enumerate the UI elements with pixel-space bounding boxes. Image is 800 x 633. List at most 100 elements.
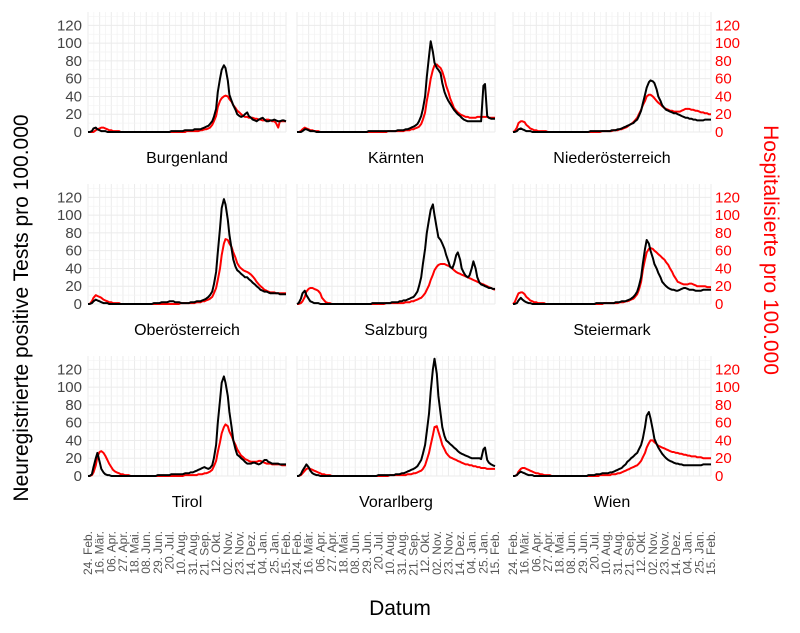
panel-title: Salzburg [364, 322, 427, 339]
y-tick-label-right: 120 [715, 361, 740, 378]
x-tick-label: 25. Jan. [692, 531, 706, 574]
y-tick-label-left: 80 [65, 53, 82, 70]
x-tick-label: 12. Okt. [209, 531, 223, 573]
y-tick-label-left: 40 [65, 432, 82, 449]
y-tick-label-left: 120 [57, 17, 82, 34]
x-tick-label: 23. Nov. [657, 531, 671, 575]
panel-title: Burgenland [146, 150, 228, 167]
x-tick-label: 29. Jun. [576, 531, 590, 574]
x-tick-label: 29. Jun. [360, 531, 374, 574]
series-line-positive-tests [513, 411, 711, 477]
panel-title: Vorarlberg [359, 494, 433, 511]
x-tick-label: 18. Mai. [128, 531, 142, 574]
x-tick-label: 06. Apr. [529, 531, 543, 572]
x-tick-label: 23. Nov. [232, 531, 246, 575]
y-tick-label-right: 0 [715, 296, 723, 313]
y-tick-label-left: 120 [57, 361, 82, 378]
y-axis-title-right: Hospitalisierte pro 100.000 [759, 125, 782, 375]
x-tick-label: 14. Dez. [244, 531, 258, 576]
x-tick-label: 21. Sep. [198, 531, 212, 576]
x-tick-label: 27. Apr. [325, 531, 339, 572]
x-tick-label: 12. Okt. [634, 531, 648, 573]
x-tick-label: 04. Jan. [465, 531, 479, 574]
y-tick-label-left: 120 [57, 189, 82, 206]
x-tick-label: 14. Dez. [669, 531, 683, 576]
y-tick-label-right: 120 [715, 17, 740, 34]
y-tick-label-right: 0 [715, 468, 723, 485]
x-tick-labels: 24. Feb.16. Mär.06. Apr.27. Apr.18. Mai.… [81, 531, 718, 576]
x-tick-label: 16. Mär. [302, 531, 316, 574]
x-tick-label: 18. Mai. [337, 531, 351, 574]
x-tick-label: 27. Apr. [116, 531, 130, 572]
x-tick-label: 06. Apr. [104, 531, 118, 572]
x-tick-label: 29. Jun. [151, 531, 165, 574]
x-tick-label: 20. Jul. [163, 531, 177, 570]
y-tick-label-left: 80 [65, 397, 82, 414]
x-tick-label: 24. Feb. [290, 531, 304, 575]
series-line-positive-tests [297, 357, 496, 477]
y-tick-label-left: 60 [65, 243, 82, 260]
x-tick-label: 15. Feb. [279, 531, 293, 575]
x-tick-label: 06. Apr. [313, 531, 327, 572]
panel-1: Kärnten [296, 12, 496, 167]
x-tick-label: 14. Dez. [453, 531, 467, 576]
panel-7: Vorarlberg [296, 356, 496, 511]
x-tick-label: 02. Nov. [646, 531, 660, 575]
y-tick-label-left: 20 [65, 106, 82, 123]
panel-4: Salzburg [296, 184, 496, 339]
panel-title: Oberösterreich [134, 322, 240, 339]
y-tick-label-left: 40 [65, 260, 82, 277]
series-line-positive-tests [296, 203, 495, 305]
panel-title: Steiermark [573, 322, 651, 339]
x-tick-label: 24. Feb. [81, 531, 95, 575]
y-axis-title-left: Neuregistrierte positive Tests pro 100.0… [10, 114, 33, 501]
y-tick-label-left: 0 [74, 296, 82, 313]
y-tick-label-left: 20 [65, 450, 82, 467]
x-tick-label: 24. Feb. [506, 531, 520, 575]
y-tick-label-right: 40 [715, 260, 732, 277]
x-tick-label: 20. Jul. [372, 531, 386, 570]
x-tick-label: 15. Feb. [488, 531, 502, 575]
panel-title: Wien [594, 494, 630, 511]
x-tick-label: 27. Apr. [541, 531, 555, 572]
panel-title: Kärnten [368, 150, 424, 167]
x-tick-label: 10. Aug. [383, 531, 397, 575]
x-tick-label: 10. Aug. [599, 531, 613, 575]
y-tick-label-right: 20 [715, 106, 732, 123]
x-tick-label: 02. Nov. [221, 531, 235, 575]
y-tick-label-left: 60 [65, 71, 82, 88]
y-tick-label-right: 80 [715, 225, 732, 242]
y-tick-label-right: 0 [715, 124, 723, 141]
x-tick-label: 02. Nov. [430, 531, 444, 575]
x-tick-label: 21. Sep. [623, 531, 637, 576]
y-tick-label-right: 40 [715, 432, 732, 449]
series-line-positive-tests [88, 64, 287, 133]
x-tick-label: 31. Aug. [395, 531, 409, 575]
series-line-positive-tests [513, 239, 711, 305]
series-line-positive-tests [88, 375, 286, 477]
x-tick-label: 08. Jun. [348, 531, 362, 574]
y-tick-label-right: 60 [715, 415, 732, 432]
y-tick-label-right: 80 [715, 397, 732, 414]
x-tick-label: 04. Jan. [256, 531, 270, 574]
y-tick-label-right: 120 [715, 189, 740, 206]
x-tick-label: 16. Mär. [93, 531, 107, 574]
x-tick-label: 31. Aug. [611, 531, 625, 575]
y-tick-label-left: 0 [74, 124, 82, 141]
x-tick-label: 25. Jan. [476, 531, 490, 574]
series-line-positive-tests [88, 198, 286, 305]
y-tick-label-right: 20 [715, 278, 732, 295]
y-tick-label-right: 100 [715, 207, 740, 224]
y-tick-label-left: 100 [57, 379, 82, 396]
panel-title: Niederösterreich [553, 150, 670, 167]
x-tick-label: 25. Jan. [267, 531, 281, 574]
y-tick-label-left: 100 [57, 35, 82, 52]
y-tick-label-left: 0 [74, 468, 82, 485]
y-tick-label-left: 80 [65, 225, 82, 242]
